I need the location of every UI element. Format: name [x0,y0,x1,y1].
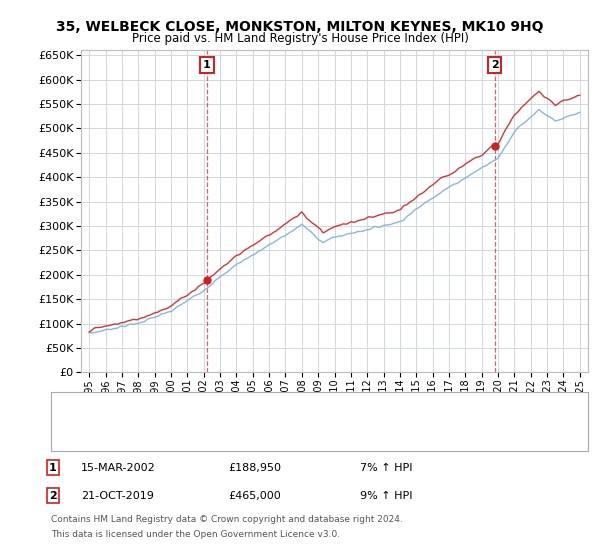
Text: 9% ↑ HPI: 9% ↑ HPI [360,491,413,501]
Text: Contains HM Land Registry data © Crown copyright and database right 2024.: Contains HM Land Registry data © Crown c… [51,515,403,524]
Text: £465,000: £465,000 [228,491,281,501]
Text: 7% ↑ HPI: 7% ↑ HPI [360,463,413,473]
Text: HPI: Average price, detached house, Milton Keynes: HPI: Average price, detached house, Milt… [96,430,361,440]
Text: £188,950: £188,950 [228,463,281,473]
Text: This data is licensed under the Open Government Licence v3.0.: This data is licensed under the Open Gov… [51,530,340,539]
Text: 2: 2 [49,491,56,501]
Text: 35, WELBECK CLOSE, MONKSTON, MILTON KEYNES, MK10 9HQ: 35, WELBECK CLOSE, MONKSTON, MILTON KEYN… [56,20,544,34]
Text: 1: 1 [203,60,211,70]
Text: 15-MAR-2002: 15-MAR-2002 [81,463,156,473]
Text: 1: 1 [49,463,56,473]
Text: ─────: ───── [60,402,97,415]
Text: Price paid vs. HM Land Registry's House Price Index (HPI): Price paid vs. HM Land Registry's House … [131,32,469,45]
Text: 21-OCT-2019: 21-OCT-2019 [81,491,154,501]
Text: ─────: ───── [60,428,97,441]
Text: 2: 2 [491,60,499,70]
Text: 35, WELBECK CLOSE, MONKSTON, MILTON KEYNES, MK10 9HQ (detached house): 35, WELBECK CLOSE, MONKSTON, MILTON KEYN… [96,403,515,413]
